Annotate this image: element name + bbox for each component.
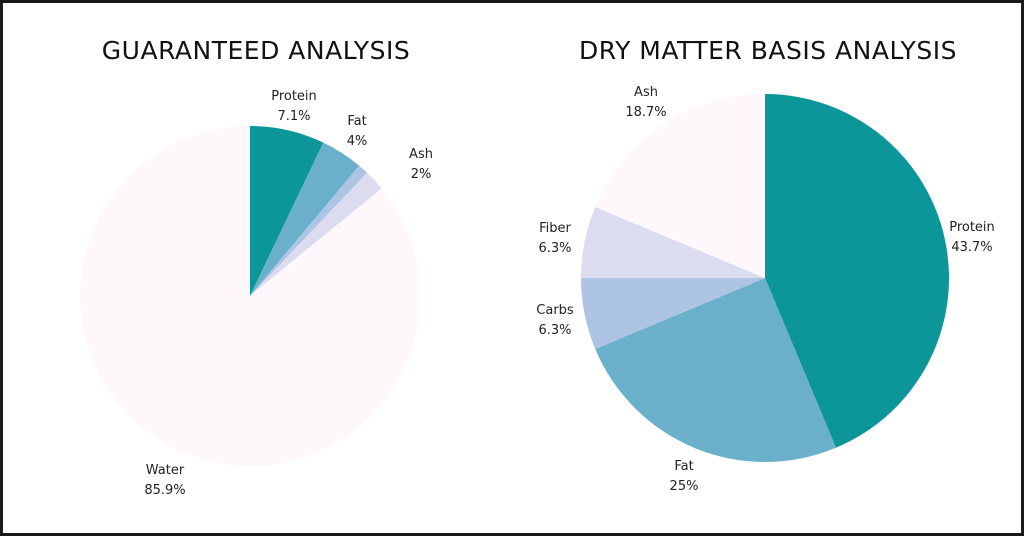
guaranteed-label-water: Water xyxy=(146,463,185,478)
dry-matter-slice-ash xyxy=(595,93,765,278)
guaranteed-value-protein: 7.1% xyxy=(277,109,310,124)
guaranteed-analysis-title: GUARANTEED ANALYSIS xyxy=(101,36,411,65)
guaranteed-value-water: 85.9% xyxy=(144,483,185,498)
guaranteed-slice-water xyxy=(80,126,421,467)
dry-matter-value-ash: 18.7% xyxy=(625,105,666,120)
guaranteed-label-ash: Ash xyxy=(409,147,433,162)
dry-matter-value-carbs: 6.3% xyxy=(538,323,571,338)
dry-matter-basis-title: DRY MATTER BASIS ANALYSIS xyxy=(579,36,957,65)
dry-matter-slice-fiber xyxy=(581,207,765,278)
dry-matter-slice-carbs xyxy=(581,278,765,349)
guaranteed-label-fat: Fat xyxy=(347,114,366,129)
dry-matter-value-protein: 43.7% xyxy=(951,240,992,255)
dry-matter-label-carbs: Carbs xyxy=(536,303,574,318)
guaranteed-slice-protein xyxy=(250,126,324,296)
dry-matter-slice-fat xyxy=(595,278,836,462)
dry-matter-label-fat: Fat xyxy=(674,459,693,474)
guaranteed-slice-minor xyxy=(250,165,368,296)
dry-matter-value-fat: 25% xyxy=(670,479,699,494)
guaranteed-label-protein: Protein xyxy=(271,89,317,104)
dry-matter-value-fiber: 6.3% xyxy=(538,241,571,256)
guaranteed-slice-ash xyxy=(250,172,382,296)
guaranteed-slice-fat xyxy=(250,142,360,296)
guaranteed-value-ash: 2% xyxy=(411,167,432,182)
dry-matter-label-protein: Protein xyxy=(949,220,995,235)
dry-matter-label-ash: Ash xyxy=(634,85,658,100)
dry-matter-label-fiber: Fiber xyxy=(539,221,571,236)
dry-matter-slice-protein xyxy=(765,94,949,448)
guaranteed-value-fat: 4% xyxy=(347,134,368,149)
